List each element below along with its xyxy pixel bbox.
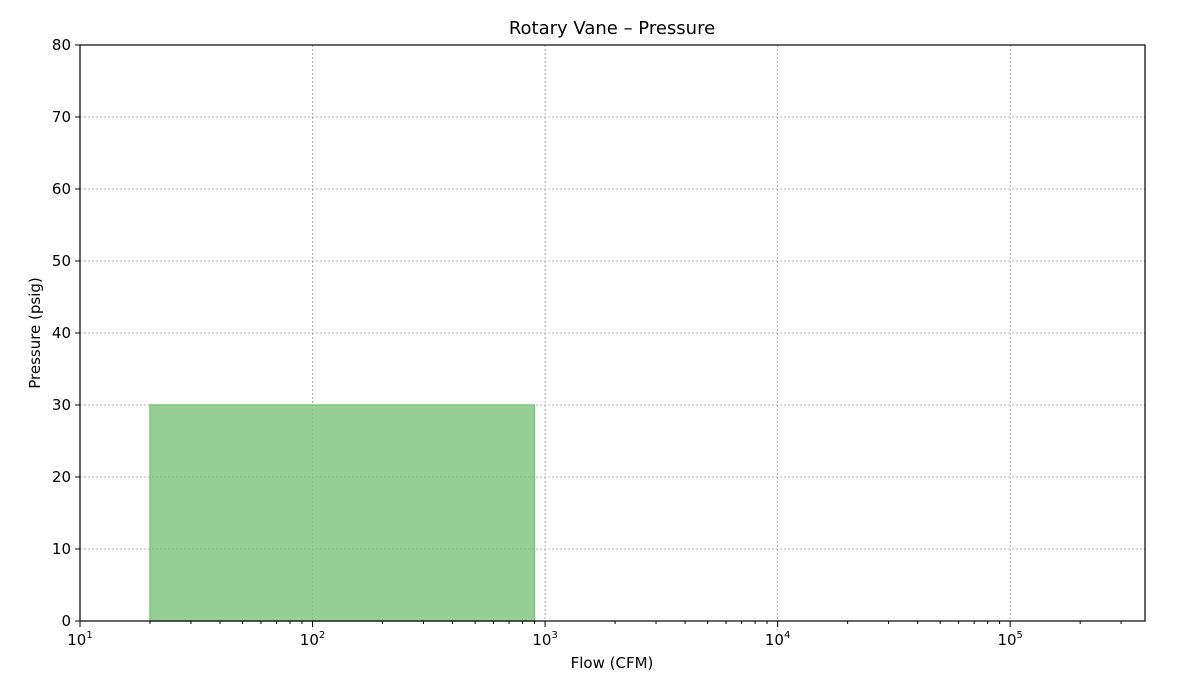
y-tick-label: 80 [52, 36, 71, 54]
y-tick-label: 0 [61, 612, 71, 630]
x-axis: 101 102 103 104 105 [67, 621, 1122, 649]
x-tick-label: 104 [765, 630, 790, 649]
y-tick-label: 60 [52, 180, 71, 198]
x-tick-label: 101 [67, 630, 92, 649]
y-tick-label: 70 [52, 108, 71, 126]
y-tick-label: 50 [52, 252, 71, 270]
y-axis: 0 10 20 30 40 50 60 70 80 [52, 36, 80, 630]
pressure-range-area [149, 404, 536, 622]
x-tick-label: 103 [532, 630, 557, 649]
chart-title: Rotary Vane – Pressure [509, 18, 715, 39]
y-tick-label: 40 [52, 324, 71, 342]
x-tick-label: 105 [997, 630, 1022, 649]
y-tick-label: 10 [52, 540, 71, 558]
x-tick-label: 102 [300, 630, 325, 649]
y-axis-label: Pressure (psig) [26, 277, 44, 389]
plot-area [149, 404, 536, 622]
y-tick-label: 20 [52, 468, 71, 486]
y-tick-label: 30 [52, 396, 71, 414]
x-axis-label: Flow (CFM) [571, 654, 654, 672]
